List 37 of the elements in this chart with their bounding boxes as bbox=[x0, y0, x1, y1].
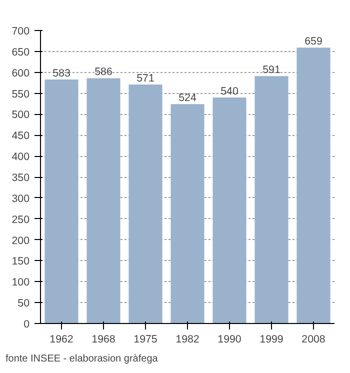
x-tick-label: 1975 bbox=[134, 334, 158, 346]
x-tick-label: 2008 bbox=[302, 334, 326, 346]
data-label: 540 bbox=[220, 85, 238, 98]
bar bbox=[296, 48, 330, 324]
y-tick-label: 500 bbox=[12, 109, 30, 122]
x-tick-label: 1999 bbox=[260, 334, 284, 346]
y-tick-label: 100 bbox=[12, 276, 30, 289]
data-label: 659 bbox=[304, 36, 322, 48]
data-label: 524 bbox=[178, 92, 196, 104]
y-tick-label: 550 bbox=[12, 88, 30, 100]
bar bbox=[170, 104, 204, 324]
bar bbox=[212, 97, 246, 324]
x-tick-label: 1968 bbox=[92, 334, 116, 346]
data-label: 571 bbox=[136, 72, 154, 84]
x-tick-label: 1990 bbox=[218, 334, 242, 346]
y-tick-label: 300 bbox=[12, 192, 30, 205]
y-tick-label: 400 bbox=[12, 151, 30, 164]
bar bbox=[86, 78, 120, 324]
y-tick-label: 250 bbox=[12, 214, 30, 226]
data-label: 591 bbox=[262, 64, 280, 76]
bar bbox=[128, 84, 162, 324]
x-tick-label: 1982 bbox=[176, 334, 200, 346]
data-label: 586 bbox=[94, 66, 112, 78]
bar bbox=[254, 76, 288, 324]
x-tick-label: 1962 bbox=[50, 334, 74, 346]
y-tick-label: 150 bbox=[12, 256, 30, 268]
source-note: fonte INSEE - elaborasion gràfega bbox=[6, 354, 158, 364]
data-label: 583 bbox=[52, 67, 70, 80]
y-tick-label: 650 bbox=[12, 46, 30, 58]
y-tick-label: 50 bbox=[18, 298, 30, 310]
bar bbox=[44, 79, 78, 324]
y-tick-label: 0 bbox=[24, 318, 30, 330]
y-tick-label: 200 bbox=[12, 234, 30, 247]
y-tick-label: 450 bbox=[12, 130, 30, 142]
y-tick-label: 700 bbox=[12, 26, 30, 38]
y-tick-label: 350 bbox=[12, 172, 30, 184]
y-tick-label: 600 bbox=[12, 67, 30, 80]
